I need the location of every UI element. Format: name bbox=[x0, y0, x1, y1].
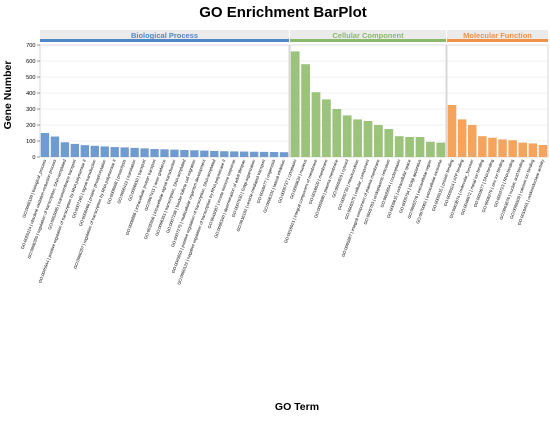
chart-title: GO Enrichment BarPlot bbox=[199, 4, 367, 21]
bar bbox=[528, 143, 538, 157]
bar bbox=[40, 133, 50, 157]
y-tick-label: 0 bbox=[32, 155, 35, 161]
bar bbox=[180, 149, 189, 157]
bar bbox=[363, 121, 373, 157]
panel-label: Cellular Component bbox=[332, 31, 404, 40]
bar bbox=[488, 137, 497, 157]
bar bbox=[498, 139, 507, 157]
bar bbox=[290, 51, 300, 157]
bar bbox=[190, 150, 199, 157]
bar bbox=[170, 149, 179, 157]
bar bbox=[394, 136, 404, 157]
bar bbox=[374, 125, 383, 157]
bar bbox=[342, 115, 352, 157]
panel-header-accent bbox=[447, 39, 548, 42]
panel-label: Molecular Function bbox=[463, 31, 532, 40]
bar bbox=[457, 119, 467, 157]
bar bbox=[426, 141, 435, 157]
bar bbox=[468, 125, 477, 157]
panel-frame bbox=[39, 44, 290, 158]
bar bbox=[50, 136, 60, 157]
bar bbox=[60, 142, 70, 157]
panel-header-accent bbox=[290, 39, 446, 42]
bar bbox=[447, 105, 457, 157]
bar bbox=[70, 143, 80, 157]
bar bbox=[230, 151, 239, 157]
bar bbox=[538, 145, 548, 157]
y-axis-title: Gene Number bbox=[2, 61, 14, 130]
x-axis-title: GO Term bbox=[275, 401, 319, 413]
y-tick-label: 300 bbox=[26, 107, 35, 113]
bar bbox=[405, 137, 414, 157]
bar bbox=[279, 152, 289, 157]
bar bbox=[150, 149, 159, 157]
bar bbox=[120, 147, 129, 157]
bar bbox=[210, 150, 219, 157]
bar bbox=[220, 151, 229, 157]
bar bbox=[353, 119, 362, 157]
y-tick-label: 200 bbox=[26, 123, 35, 129]
y-tick-label: 500 bbox=[26, 75, 35, 81]
bar bbox=[436, 142, 446, 157]
bar bbox=[301, 64, 310, 157]
bar bbox=[90, 145, 99, 157]
bar bbox=[478, 136, 487, 157]
bar bbox=[415, 137, 425, 157]
bar bbox=[259, 151, 269, 157]
bar bbox=[249, 151, 259, 157]
panel-header-accent bbox=[40, 39, 289, 42]
y-tick-label: 700 bbox=[26, 43, 35, 49]
y-tick-label: 100 bbox=[26, 139, 35, 145]
bar bbox=[130, 147, 139, 157]
bar bbox=[332, 109, 342, 157]
bar bbox=[160, 149, 169, 157]
bar bbox=[518, 142, 527, 157]
bar bbox=[384, 129, 394, 157]
bar bbox=[508, 140, 517, 157]
bar bbox=[239, 151, 249, 157]
bar bbox=[140, 148, 149, 157]
bar bbox=[322, 99, 331, 157]
bar bbox=[200, 150, 209, 157]
bar bbox=[80, 145, 90, 157]
bar bbox=[311, 92, 321, 157]
bar bbox=[100, 146, 109, 157]
bar bbox=[110, 147, 119, 157]
y-tick-label: 400 bbox=[26, 91, 35, 97]
panel-label: Biological Process bbox=[131, 31, 198, 40]
y-tick-label: 600 bbox=[26, 59, 35, 65]
bar bbox=[269, 152, 279, 157]
